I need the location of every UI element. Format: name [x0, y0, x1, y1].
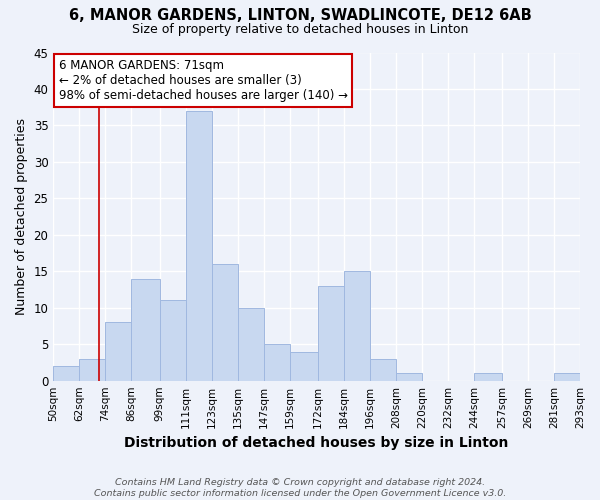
Bar: [344, 272, 370, 380]
Bar: [263, 344, 290, 381]
Bar: [131, 278, 160, 380]
Text: Contains HM Land Registry data © Crown copyright and database right 2024.
Contai: Contains HM Land Registry data © Crown c…: [94, 478, 506, 498]
Bar: [79, 359, 106, 380]
Bar: [318, 286, 344, 380]
Bar: [554, 374, 580, 380]
Text: 6, MANOR GARDENS, LINTON, SWADLINCOTE, DE12 6AB: 6, MANOR GARDENS, LINTON, SWADLINCOTE, D…: [68, 8, 532, 22]
Bar: [396, 374, 422, 380]
Bar: [212, 264, 238, 380]
Bar: [474, 374, 502, 380]
Text: 6 MANOR GARDENS: 71sqm
← 2% of detached houses are smaller (3)
98% of semi-detac: 6 MANOR GARDENS: 71sqm ← 2% of detached …: [59, 59, 347, 102]
Bar: [53, 366, 79, 380]
Bar: [370, 359, 396, 380]
Bar: [160, 300, 185, 380]
Bar: [290, 352, 318, 380]
Bar: [185, 111, 212, 380]
Bar: [238, 308, 263, 380]
Text: Size of property relative to detached houses in Linton: Size of property relative to detached ho…: [132, 22, 468, 36]
X-axis label: Distribution of detached houses by size in Linton: Distribution of detached houses by size …: [124, 436, 509, 450]
Y-axis label: Number of detached properties: Number of detached properties: [15, 118, 28, 315]
Bar: [106, 322, 131, 380]
